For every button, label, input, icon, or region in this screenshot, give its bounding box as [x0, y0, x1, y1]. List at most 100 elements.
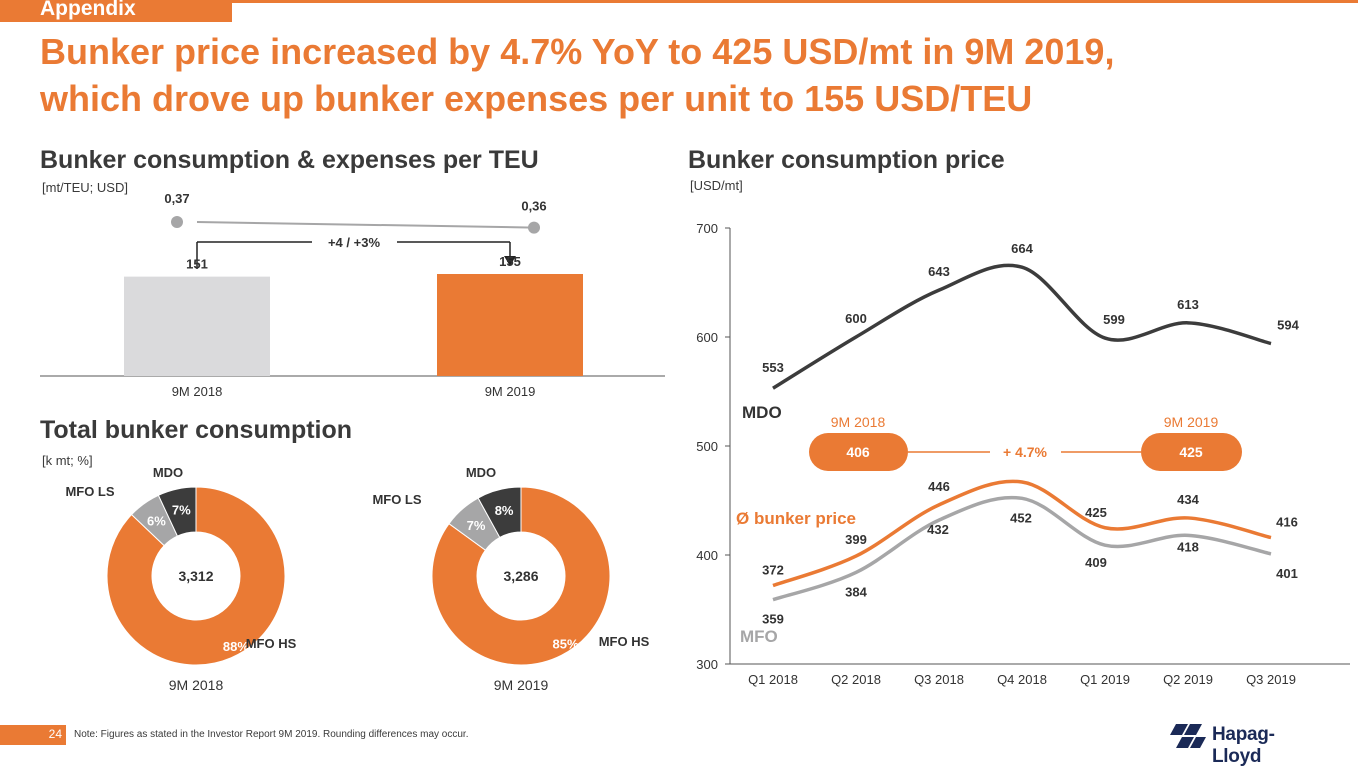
x-tick-label: Q3 2018	[914, 672, 964, 687]
y-tick-label: 600	[696, 330, 718, 345]
bar-value-label: 155	[499, 254, 521, 269]
bar-category-label: 9M 2018	[172, 384, 223, 399]
headline-line-2: which drove up bunker expenses per unit …	[40, 78, 1033, 119]
change-annotation: +4 / +3%	[328, 235, 380, 250]
mfo-series-name: MFO	[740, 627, 778, 646]
donut-slice-percent: 8%	[495, 503, 514, 518]
y-tick-label: 400	[696, 548, 718, 563]
x-tick-label: Q2 2019	[1163, 672, 1213, 687]
y-tick-label: 700	[696, 221, 718, 236]
donut-chart-9m-2019: 85% 7% 8% 3,286 9M 2019 MFO LS MDO MFO HS	[372, 465, 650, 693]
mdo-data-label: 599	[1103, 312, 1125, 327]
average-series-name: Ø bunker price	[736, 509, 856, 528]
consumption-per-teu-label: 0,37	[164, 191, 189, 206]
donut-section-title: Total bunker consumption	[40, 416, 353, 444]
donut-legend-mfo-ls: MFO LS	[65, 484, 114, 499]
consumption-per-teu-line	[196, 221, 535, 229]
donut-slice-percent: 88%	[223, 639, 249, 654]
donut-section-unit: [k mt; %]	[42, 453, 93, 468]
x-tick-label: Q1 2018	[748, 672, 798, 687]
mfo-data-label: 432	[927, 522, 949, 537]
section-tag: Appendix	[0, 0, 232, 22]
x-tick-label: Q4 2018	[997, 672, 1047, 687]
x-tick-label: Q3 2019	[1246, 672, 1296, 687]
mdo-data-label: 664	[1011, 241, 1033, 256]
mfo-data-label: 401	[1276, 566, 1298, 581]
donut-chart-9m-2018: 88% 6% 7% 3,312 9M 2018 MFO LS MDO MFO HS	[65, 465, 297, 693]
x-tick-label: Q2 2018	[831, 672, 881, 687]
callout-value-9m-2019: 425	[1179, 444, 1203, 460]
average-price-data-label: 446	[928, 479, 950, 494]
page-headline: Bunker price increased by 4.7% YoY to 42…	[40, 28, 1340, 122]
donut-legend-mdo: MDO	[153, 465, 183, 480]
line-chart-unit: [USD/mt]	[690, 178, 743, 193]
callout-label-9m-2018: 9M 2018	[831, 414, 886, 430]
bar-9m-2019	[437, 274, 583, 376]
donut-period-label: 9M 2018	[169, 677, 224, 693]
mdo-data-label: 553	[762, 360, 784, 375]
mdo-data-label: 643	[928, 264, 950, 279]
change-arrow-head	[504, 256, 516, 266]
callout-change: + 4.7%	[1003, 444, 1048, 460]
page-number-tab: 24	[0, 725, 66, 745]
section-tag-label: Appendix	[40, 0, 136, 20]
donut-slice-percent: 85%	[552, 637, 578, 652]
page-number: 24	[48, 727, 62, 741]
bunker-price-line-chart: 300 400 500 600 700 Q1 2018 Q2 2018 Q3 2018 Q4 2…	[696, 221, 1350, 687]
donut-center-value: 3,312	[178, 568, 213, 584]
donut-center-value: 3,286	[503, 568, 538, 584]
donut-slice-mfo-hs	[431, 486, 611, 666]
headline-line-1: Bunker price increased by 4.7% YoY to 42…	[40, 31, 1115, 72]
consumption-per-teu-point	[171, 216, 183, 228]
bar-chart: +4 / +3% 151 9M 2018 155 9M 2019 0,37 0,36	[40, 191, 665, 399]
mfo-data-label: 418	[1177, 539, 1199, 554]
logo-wordmark: Hapag-Lloyd	[1212, 724, 1275, 767]
average-price-data-label: 372	[762, 563, 784, 578]
average-price-data-label: 425	[1085, 505, 1107, 520]
callout-pill-9m-2019	[1141, 433, 1242, 471]
donut-slice-mdo	[157, 486, 197, 537]
consumption-per-teu-point	[528, 221, 540, 234]
bar-category-label: 9M 2019	[485, 384, 536, 399]
donut-legend-mfo-hs: MFO HS	[599, 634, 650, 649]
hapag-lloyd-logo: Hapag-Lloyd	[1170, 720, 1320, 767]
mfo-data-label: 452	[1010, 510, 1032, 525]
mdo-price-line	[772, 263, 1272, 390]
donut-legend-mfo-ls: MFO LS	[372, 492, 421, 507]
y-tick-label: 300	[696, 657, 718, 672]
donut-period-label: 9M 2019	[494, 677, 549, 693]
average-bunker-price-line	[772, 479, 1272, 588]
footer-note: Note: Figures as stated in the Investor …	[74, 729, 469, 740]
average-price-data-label: 434	[1177, 492, 1199, 507]
bar-chart-title: Bunker consumption & expenses per TEU	[40, 146, 539, 174]
line-chart-title: Bunker consumption price	[688, 146, 1005, 174]
mdo-data-label: 613	[1177, 297, 1199, 312]
bar-value-label: 151	[186, 257, 208, 272]
mdo-data-label: 594	[1277, 318, 1299, 333]
mfo-data-label: 384	[845, 584, 867, 599]
average-price-data-label: 416	[1276, 515, 1298, 530]
bar-chart-unit: [mt/TEU; USD]	[42, 180, 128, 195]
donut-legend-mdo: MDO	[466, 465, 496, 480]
bar-9m-2018	[124, 276, 270, 376]
mfo-price-line	[772, 495, 1272, 602]
average-price-data-label: 399	[845, 532, 867, 547]
callout-pill-9m-2018	[809, 433, 908, 471]
consumption-per-teu-label: 0,36	[521, 199, 546, 214]
mfo-data-label: 359	[762, 612, 784, 627]
donut-legend-mfo-hs: MFO HS	[246, 636, 297, 651]
callout-value-9m-2018: 406	[846, 444, 870, 460]
mfo-data-label: 409	[1085, 555, 1107, 570]
mdo-data-label: 600	[845, 311, 867, 326]
hapag-lloyd-logo-mark-icon	[1170, 724, 1206, 748]
callout-label-9m-2019: 9M 2019	[1164, 414, 1219, 430]
x-tick-label: Q1 2019	[1080, 672, 1130, 687]
mdo-series-name: MDO	[742, 403, 782, 422]
y-tick-label: 500	[696, 439, 718, 454]
donut-slice-percent: 7%	[172, 503, 191, 518]
donut-slice-percent: 6%	[147, 514, 166, 529]
donut-slice-percent: 7%	[467, 518, 486, 533]
donut-slice-mdo	[477, 486, 522, 539]
top-accent-line	[0, 0, 1358, 3]
donut-slice-mfo-hs	[106, 486, 286, 666]
